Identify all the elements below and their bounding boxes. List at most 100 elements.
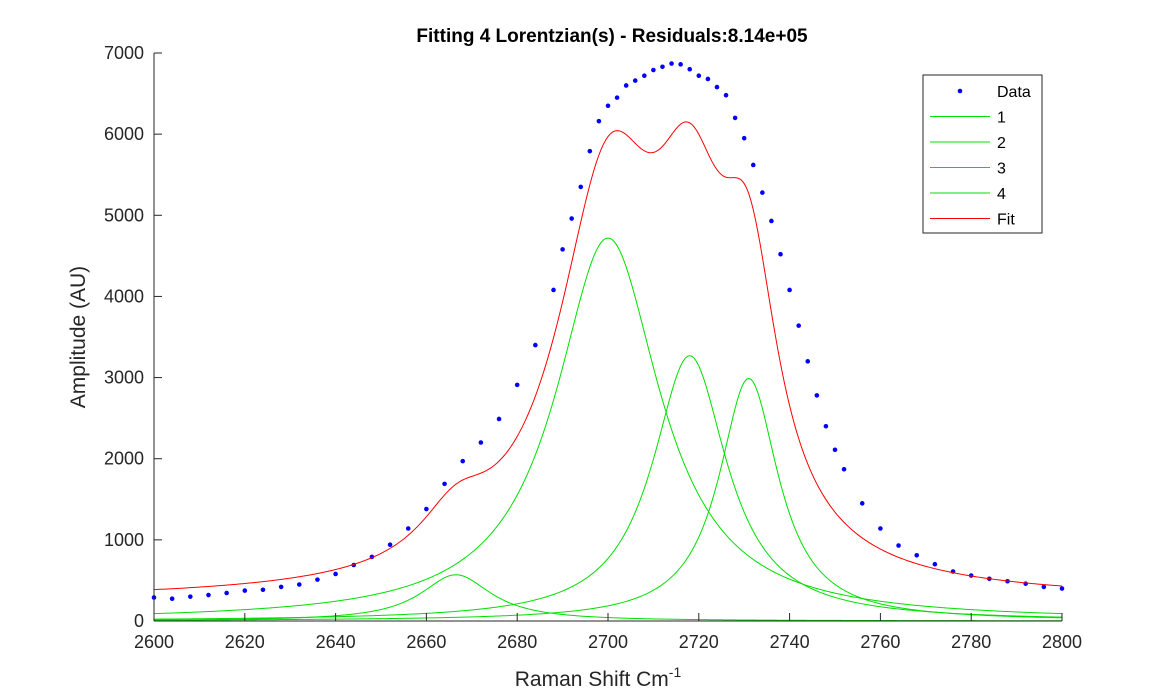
legend-label: Fit xyxy=(997,212,1015,229)
data-point xyxy=(424,506,429,512)
plot-area xyxy=(151,61,1065,622)
data-point xyxy=(741,135,747,141)
legend: Data 1 2 3 4 Fit xyxy=(922,74,1043,234)
data-point xyxy=(787,287,792,293)
data-point xyxy=(278,584,284,590)
data-point xyxy=(769,218,774,224)
data-point xyxy=(560,247,565,252)
data-point xyxy=(405,526,411,531)
data-point xyxy=(805,359,811,364)
data-point xyxy=(660,64,665,70)
data-point xyxy=(814,393,820,398)
data-point xyxy=(796,323,801,328)
y-tick-label: 5000 xyxy=(104,205,144,225)
data-point xyxy=(514,382,520,388)
data-point xyxy=(841,466,847,472)
chart-title: Fitting 4 Lorentzian(s) - Residuals:8.14… xyxy=(416,26,808,47)
x-tick-label: 2720 xyxy=(679,632,719,652)
data-point xyxy=(605,103,611,109)
data-point xyxy=(224,590,229,596)
y-tick-label: 7000 xyxy=(104,43,144,63)
legend-box xyxy=(922,74,1043,234)
data-point xyxy=(587,148,593,154)
data-point xyxy=(914,552,920,558)
y-tick-label: 0 xyxy=(134,611,144,631)
data-point xyxy=(705,76,711,82)
data-point xyxy=(778,251,783,257)
data-point xyxy=(169,596,175,601)
data-point xyxy=(387,542,393,548)
data-point xyxy=(642,73,647,79)
data-point xyxy=(723,92,729,98)
data-point xyxy=(496,416,502,422)
y-tick-label: 3000 xyxy=(104,368,144,388)
data-point xyxy=(551,287,556,293)
y-tick-label: 4000 xyxy=(104,286,144,306)
fit-curve xyxy=(153,121,1063,591)
y-axis-ticks: 0 1000 2000 3000 4000 5000 6000 7000 xyxy=(104,43,162,631)
data-point xyxy=(1059,586,1065,591)
x-tick-label: 2600 xyxy=(134,632,174,652)
data-point xyxy=(315,577,320,582)
data-point xyxy=(696,73,702,79)
data-point xyxy=(1041,584,1047,590)
legend-label: 4 xyxy=(997,186,1006,203)
data-point xyxy=(188,594,193,599)
data-point xyxy=(714,84,720,90)
x-tick-label: 2640 xyxy=(316,632,356,652)
y-axis-label: Amplitude (AU) xyxy=(67,266,90,408)
data-point xyxy=(623,83,629,88)
legend-label: 3 xyxy=(997,161,1006,178)
data-point xyxy=(1023,581,1028,586)
legend-swatch-data xyxy=(957,88,963,94)
legend-label: 2 xyxy=(997,135,1006,152)
data-point xyxy=(333,571,338,577)
data-point xyxy=(932,561,938,567)
data-point xyxy=(760,190,765,195)
data-point xyxy=(732,115,738,121)
x-tick-label: 2700 xyxy=(588,632,628,652)
data-point xyxy=(651,67,656,73)
data-point xyxy=(578,184,584,190)
x-tick-label: 2760 xyxy=(860,632,900,652)
x-axis-label-superscript: -1 xyxy=(669,664,682,680)
x-axis-label: Raman Shift Cm-1 xyxy=(515,664,682,691)
x-tick-label: 2800 xyxy=(1042,632,1082,652)
data-point xyxy=(878,526,883,531)
data-point xyxy=(896,543,901,548)
x-axis-ticks: 2600 2620 2640 2660 2680 2700 2720 2740 2760 2780… xyxy=(134,613,1082,652)
data-point xyxy=(596,118,602,124)
y-tick-label: 1000 xyxy=(104,530,144,550)
data-point xyxy=(823,423,829,429)
data-point xyxy=(832,447,838,453)
data-point xyxy=(442,481,447,487)
data-point xyxy=(260,587,266,593)
data-point xyxy=(678,62,683,67)
x-tick-label: 2780 xyxy=(951,632,991,652)
data-point xyxy=(669,61,674,66)
data-point xyxy=(460,458,466,464)
component-curve-3 xyxy=(153,355,1063,620)
data-point xyxy=(206,592,211,598)
y-tick-label: 6000 xyxy=(104,124,144,144)
x-tick-label: 2620 xyxy=(225,632,265,652)
data-point xyxy=(687,66,693,72)
data-point xyxy=(614,95,620,100)
data-point xyxy=(632,78,638,83)
x-tick-label: 2660 xyxy=(406,632,446,652)
data-point xyxy=(296,582,302,587)
x-axis-label-text: Raman Shift Cm xyxy=(515,668,669,691)
component-curve-4 xyxy=(153,377,1063,621)
data-point xyxy=(242,588,248,593)
data-point xyxy=(569,216,574,221)
data-point xyxy=(478,440,484,445)
legend-label: Data xyxy=(997,84,1031,101)
data-point xyxy=(533,342,538,348)
component-curve-2 xyxy=(153,237,1063,615)
data-point xyxy=(859,501,865,506)
data-point xyxy=(750,162,756,168)
legend-label: 1 xyxy=(997,110,1006,127)
x-tick-label: 2740 xyxy=(770,632,810,652)
y-tick-label: 2000 xyxy=(104,449,144,469)
